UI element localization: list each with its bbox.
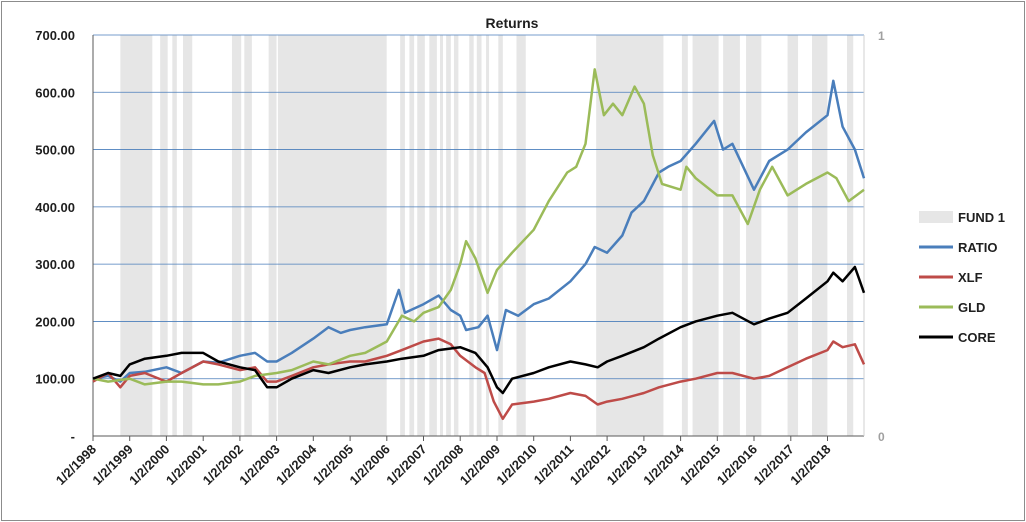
fund-region-band [446, 35, 451, 436]
legend-label-ratio: RATIO [958, 240, 997, 255]
fund-region-band [429, 35, 437, 436]
fund-region-band [417, 35, 425, 436]
legend-label-fund: FUND 1 [958, 210, 1005, 225]
fund-region-band [182, 35, 193, 436]
fund-region-band [486, 35, 490, 436]
series-line-gld [92, 68, 865, 386]
fund-region-band [723, 35, 740, 436]
series-line-core [92, 265, 866, 395]
fund-region-band [439, 35, 444, 436]
fund-region-band [681, 35, 688, 436]
fund-region-band [692, 35, 719, 436]
fund-region-band [746, 35, 762, 436]
fund-region-band [516, 35, 526, 436]
chart-title: Returns [486, 15, 539, 31]
legend-label-gld: GLD [958, 300, 985, 315]
series-line-ratio [92, 79, 866, 383]
fund-region-band [498, 35, 503, 436]
y-tick-label: - [71, 429, 75, 444]
fund-region-band [172, 35, 177, 436]
y-tick-label: 600.00 [35, 85, 75, 100]
fund-region-band [268, 35, 277, 436]
fund-region-band [847, 35, 854, 436]
legend-swatch-fund [919, 211, 953, 223]
y-tick-label: 200.00 [35, 314, 75, 329]
x-tick-label: 1/2/2018 [787, 442, 833, 488]
fund-region-band [453, 35, 459, 436]
y-tick-label: 700.00 [35, 28, 75, 43]
y-tick-label: 400.00 [35, 200, 75, 215]
fund-region-band [409, 35, 415, 436]
y-tick-label: 300.00 [35, 257, 75, 272]
fund-region-band [231, 35, 242, 436]
y-tick-label: 500.00 [35, 143, 75, 158]
x-tick-label: 1/2/2010 [493, 442, 539, 488]
legend-label-xlf: XLF [958, 270, 983, 285]
fund-region-band [787, 35, 799, 436]
secondary-y-tick-label: 1 [878, 29, 885, 43]
fund-region-band [812, 35, 828, 436]
fund-region-band [244, 35, 252, 436]
gridlines [93, 34, 864, 380]
legend-label-core: CORE [958, 330, 996, 345]
legend: FUND 1 RATIO XLF GLD CORE [919, 210, 1005, 345]
y-tick-label: 100.00 [35, 372, 75, 387]
fund-region-band [476, 35, 482, 436]
secondary-y-tick-label: 0 [878, 430, 885, 444]
fund-region-band [160, 35, 168, 436]
fund-region-band [400, 35, 405, 436]
fund-region-band [596, 35, 664, 436]
series-lines [92, 68, 866, 421]
series-line-xlf [92, 337, 866, 421]
fund-region-band [469, 35, 474, 436]
